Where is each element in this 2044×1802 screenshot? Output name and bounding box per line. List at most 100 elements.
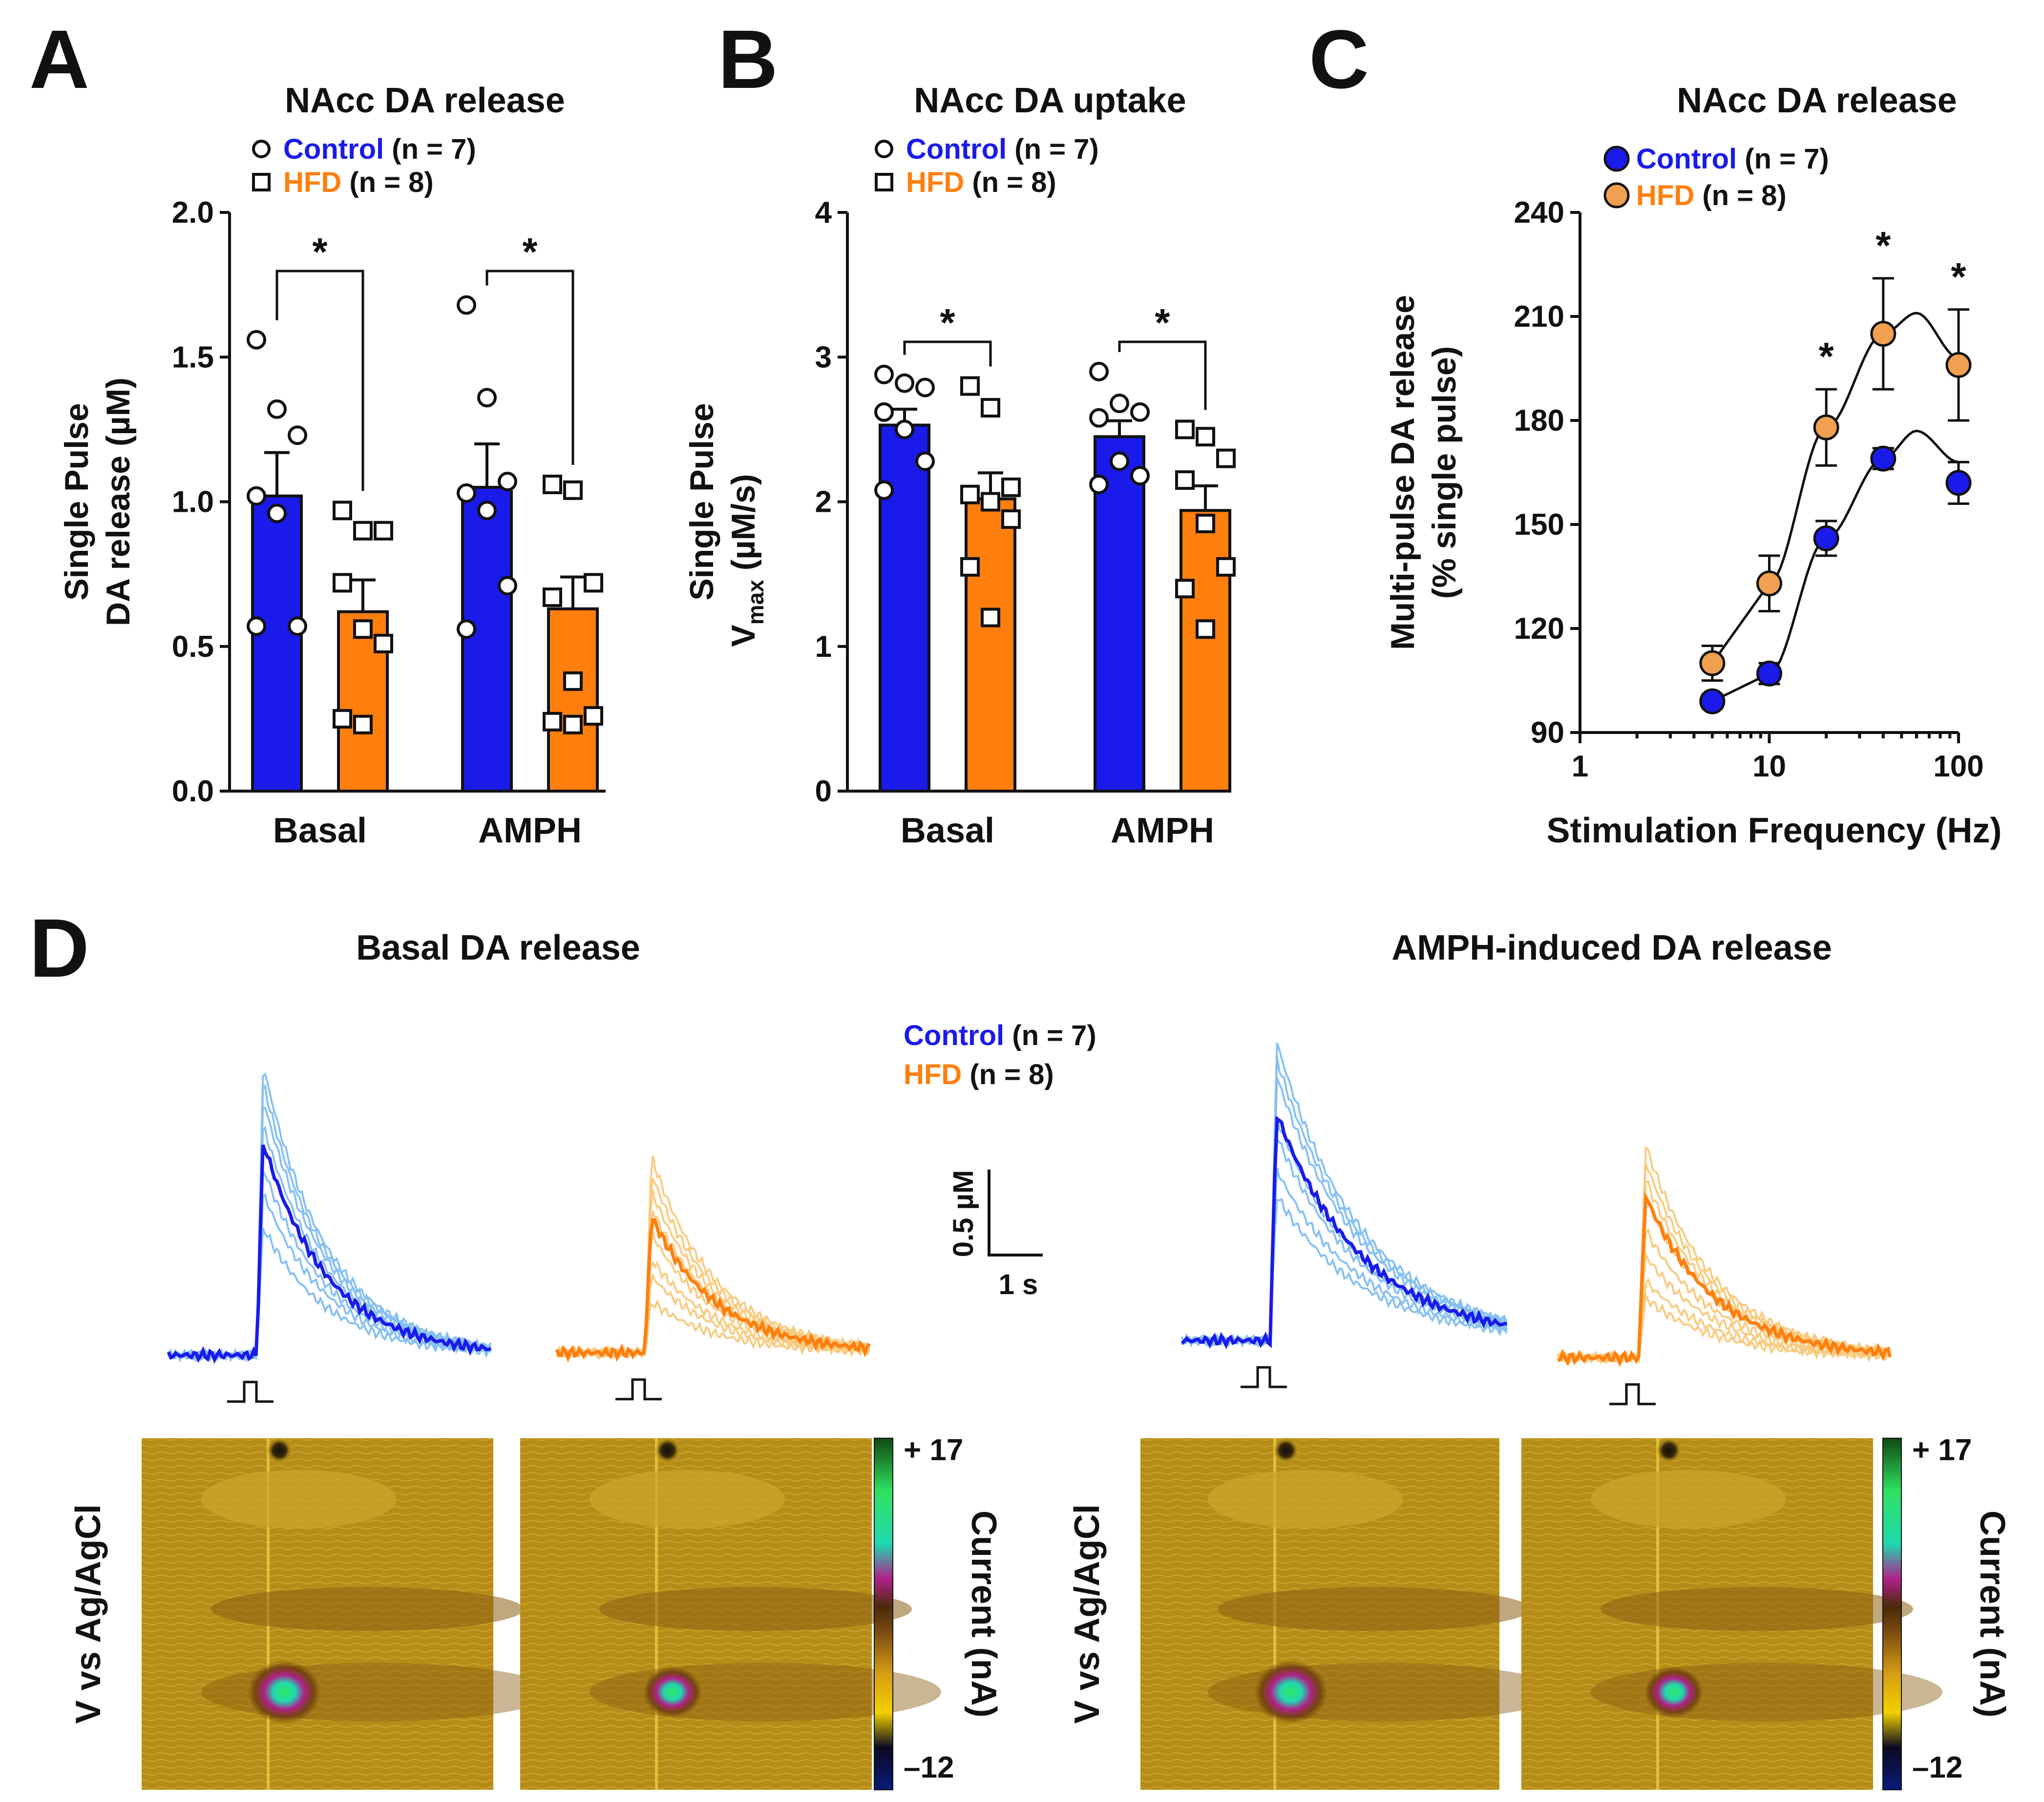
top-artifact bbox=[654, 1437, 681, 1464]
data-point-control bbox=[457, 295, 476, 315]
legend-name: HFD bbox=[1636, 180, 1694, 211]
stimulus-marker bbox=[615, 1378, 662, 1401]
data-point-control bbox=[1870, 445, 1896, 472]
y-label-line1: Multi-pulse DA release bbox=[1384, 295, 1421, 650]
reduction-band bbox=[1601, 1587, 1913, 1631]
data-point-control bbox=[915, 451, 935, 471]
colorbar: + 17 –12 Current (nA) bbox=[1882, 1433, 2012, 1790]
individual-trace bbox=[1181, 1042, 1508, 1348]
legend-name: Control bbox=[283, 133, 384, 165]
colorbar-max-label: + 17 bbox=[1912, 1433, 1972, 1467]
individual-trace bbox=[168, 1106, 492, 1362]
data-point-hfd bbox=[374, 633, 393, 653]
significance-star: * bbox=[1875, 224, 1891, 267]
data-point-control bbox=[1813, 525, 1839, 551]
data-point-hfd bbox=[1001, 509, 1021, 529]
category-label-basal: Basal bbox=[273, 811, 367, 850]
data-point-control bbox=[498, 472, 517, 492]
individual-trace bbox=[1181, 1168, 1508, 1348]
data-point-hfd bbox=[1196, 427, 1215, 447]
data-point-hfd bbox=[563, 671, 583, 691]
bar-hfd-amph bbox=[547, 607, 599, 793]
y-label-line2-main: V bbox=[725, 625, 762, 647]
y-tick-label: 3 bbox=[815, 340, 832, 374]
data-point-control bbox=[457, 483, 476, 503]
data-point-hfd bbox=[960, 557, 980, 577]
data-point-hfd bbox=[960, 376, 980, 396]
legend-space bbox=[1737, 143, 1745, 175]
legend-space bbox=[384, 133, 392, 165]
data-point-hfd bbox=[374, 521, 393, 541]
legend-name: HFD bbox=[283, 167, 341, 198]
significance-bracket bbox=[903, 340, 992, 367]
panel-d: Basal DA release AMPH-induced DA release C… bbox=[69, 928, 2012, 1790]
data-point-hfd bbox=[960, 484, 980, 504]
legend-space bbox=[1007, 133, 1014, 165]
legend-name: HFD bbox=[906, 167, 964, 198]
significance-star: * bbox=[1819, 335, 1834, 378]
x-tick-label: 100 bbox=[1933, 750, 1983, 783]
scale-bar bbox=[988, 1170, 1043, 1257]
dopamine-hotspot bbox=[248, 1660, 321, 1724]
colorbar-label: Current (nA) bbox=[1973, 1510, 2012, 1718]
y-tick-label: 2.0 bbox=[172, 196, 214, 230]
y-label-line2: (% single pulse) bbox=[1426, 346, 1463, 599]
legend-entry-hfd: HFD (n = 8) bbox=[283, 167, 434, 198]
top-artifact bbox=[1655, 1437, 1683, 1464]
reduction-band bbox=[599, 1587, 912, 1631]
data-point-hfd bbox=[333, 573, 352, 593]
chart-title: NAcc DA release bbox=[1677, 81, 1957, 120]
color-plot bbox=[520, 1437, 941, 1790]
legend-n: (n = 8) bbox=[1702, 180, 1786, 211]
significance-star: * bbox=[1951, 255, 1966, 298]
y-tick-label: 0.5 bbox=[172, 630, 214, 664]
data-point-control bbox=[1110, 451, 1129, 471]
trace-title-amph: AMPH-induced DA release bbox=[1391, 928, 1832, 967]
individual-trace bbox=[1181, 1056, 1507, 1348]
data-point-hfd bbox=[1945, 352, 1972, 378]
scale-bar-y-label: 0.5 µM bbox=[948, 1170, 979, 1257]
data-point-control bbox=[288, 616, 307, 636]
data-point-control bbox=[874, 364, 894, 384]
data-point-hfd bbox=[543, 474, 562, 494]
stimulus-marker bbox=[227, 1381, 274, 1403]
category-label-amph: AMPH bbox=[478, 811, 582, 850]
significance-star: * bbox=[522, 230, 538, 273]
trace-basal-control bbox=[167, 1072, 492, 1403]
legend-marker-control bbox=[1603, 146, 1630, 172]
chart-title: NAcc DA uptake bbox=[914, 81, 1186, 120]
data-point-hfd bbox=[353, 714, 373, 734]
fit-curve-hfd bbox=[1711, 312, 1959, 664]
oxidation-band bbox=[201, 1470, 397, 1529]
data-point-hfd bbox=[543, 712, 562, 732]
data-point-control bbox=[247, 486, 266, 506]
fit-curve-control bbox=[1711, 429, 1959, 703]
legend-entry-hfd: HFD (n = 8) bbox=[906, 167, 1056, 198]
color-plot bbox=[1521, 1437, 1942, 1790]
data-point-hfd bbox=[1699, 650, 1726, 676]
legend-n: (n = 8) bbox=[349, 167, 433, 198]
legend-entry-control: Control (n = 7) bbox=[906, 133, 1099, 165]
data-point-control bbox=[1130, 402, 1150, 422]
x-tick-label: 10 bbox=[1752, 750, 1786, 783]
data-point-hfd bbox=[353, 521, 373, 541]
y-label-units: (µM/s) bbox=[725, 474, 762, 580]
reduction-band bbox=[211, 1587, 524, 1631]
y-axis-label: Single Pulse Vmax (µM/s) bbox=[683, 403, 768, 647]
legend-space bbox=[1004, 1020, 1012, 1051]
data-point-hfd bbox=[584, 573, 603, 593]
legend-name: Control bbox=[904, 1020, 1004, 1051]
oxidation-band bbox=[590, 1470, 785, 1529]
significance-bracket bbox=[275, 270, 364, 491]
data-point-control bbox=[247, 330, 266, 350]
y-tick-label: 210 bbox=[1514, 300, 1564, 334]
data-point-control bbox=[247, 616, 266, 636]
individual-trace bbox=[1557, 1163, 1891, 1365]
data-point-control bbox=[477, 501, 497, 521]
y-tick-label: 2 bbox=[815, 485, 832, 519]
data-point-control bbox=[895, 373, 914, 393]
individual-trace bbox=[556, 1177, 870, 1360]
data-point-hfd bbox=[1216, 557, 1236, 577]
y-label-subscript: max bbox=[743, 580, 768, 625]
